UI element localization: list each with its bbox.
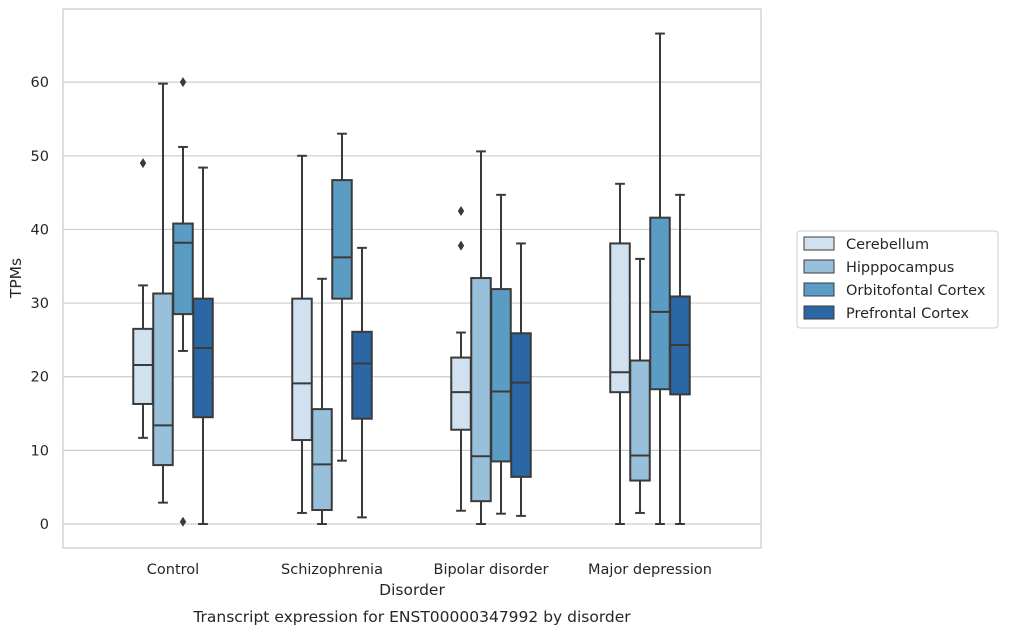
box-cerebellum — [450, 206, 472, 512]
x-tick-labels: Control Schizophrenia Bipolar disorder Majo… — [147, 562, 712, 578]
outlier-marker — [179, 77, 187, 88]
box-body — [351, 330, 373, 420]
box-body — [470, 277, 492, 503]
x-axis-title: Disorder — [379, 581, 445, 599]
legend-label: Orbitofontal Cortex — [846, 283, 986, 299]
box-prefrontal-cortex — [351, 246, 373, 519]
box-body — [132, 327, 154, 405]
y-tick-label: 50 — [31, 149, 49, 165]
box-orbitofontal-cortex — [649, 32, 671, 525]
outlier-marker — [457, 240, 465, 251]
box-body — [331, 179, 353, 300]
y-tick-label: 10 — [31, 443, 49, 459]
box-hipppocampus — [152, 82, 174, 504]
box-body — [311, 408, 333, 512]
legend-frame — [796, 230, 999, 329]
legend: Cerebellum Hipppocampus Orbitofontal Corte… — [796, 230, 999, 329]
box-cerebellum — [609, 182, 631, 525]
box-body — [629, 359, 651, 482]
legend-label: Prefrontal Cortex — [846, 306, 969, 322]
legend-swatch — [803, 259, 835, 274]
chart-title: Transcript expression for ENST0000034799… — [192, 608, 631, 626]
outlier-marker — [139, 158, 147, 169]
outlier-marker — [457, 206, 465, 217]
x-tick-label: Bipolar disorder — [434, 562, 549, 578]
y-axis-title: TPMs — [7, 258, 25, 299]
x-tick-label: Major depression — [588, 562, 712, 578]
y-tick-labels: 0 10 20 30 40 50 60 — [31, 75, 49, 533]
box-prefrontal-cortex — [669, 193, 691, 525]
y-tick-label: 60 — [31, 75, 49, 91]
legend-label: Hipppocampus — [846, 260, 954, 276]
y-tick-label: 30 — [31, 296, 49, 312]
box-orbitofontal-cortex — [172, 77, 194, 527]
plot-frame — [62, 8, 762, 549]
y-tick-label: 40 — [31, 222, 49, 238]
box-body — [490, 288, 512, 463]
box-body — [152, 292, 174, 467]
box-body — [609, 242, 631, 394]
legend-swatch — [803, 282, 835, 297]
box-body — [649, 216, 671, 391]
y-tick-label: 0 — [40, 517, 49, 533]
y-tick-label: 20 — [31, 370, 49, 386]
outlier-marker — [179, 516, 187, 527]
box-cerebellum — [291, 154, 313, 514]
legend-swatch — [803, 305, 835, 320]
legend-swatch — [803, 236, 835, 251]
box-body — [291, 297, 313, 442]
box-body — [172, 222, 194, 316]
box-orbitofontal-cortex — [331, 132, 353, 462]
x-tick-label: Control — [147, 562, 199, 578]
box-hipppocampus — [629, 257, 651, 514]
box-hipppocampus — [470, 150, 492, 525]
x-tick-label: Schizophrenia — [281, 562, 383, 578]
box-body — [510, 332, 532, 478]
legend-label: Cerebellum — [846, 237, 929, 253]
box-body — [192, 297, 214, 419]
boxes — [132, 32, 691, 527]
box-body — [450, 356, 472, 431]
box-hipppocampus — [311, 277, 333, 525]
box-orbitofontal-cortex — [490, 193, 512, 515]
box-cerebellum — [132, 158, 154, 439]
box-prefrontal-cortex — [510, 242, 532, 517]
box-prefrontal-cortex — [192, 166, 214, 525]
